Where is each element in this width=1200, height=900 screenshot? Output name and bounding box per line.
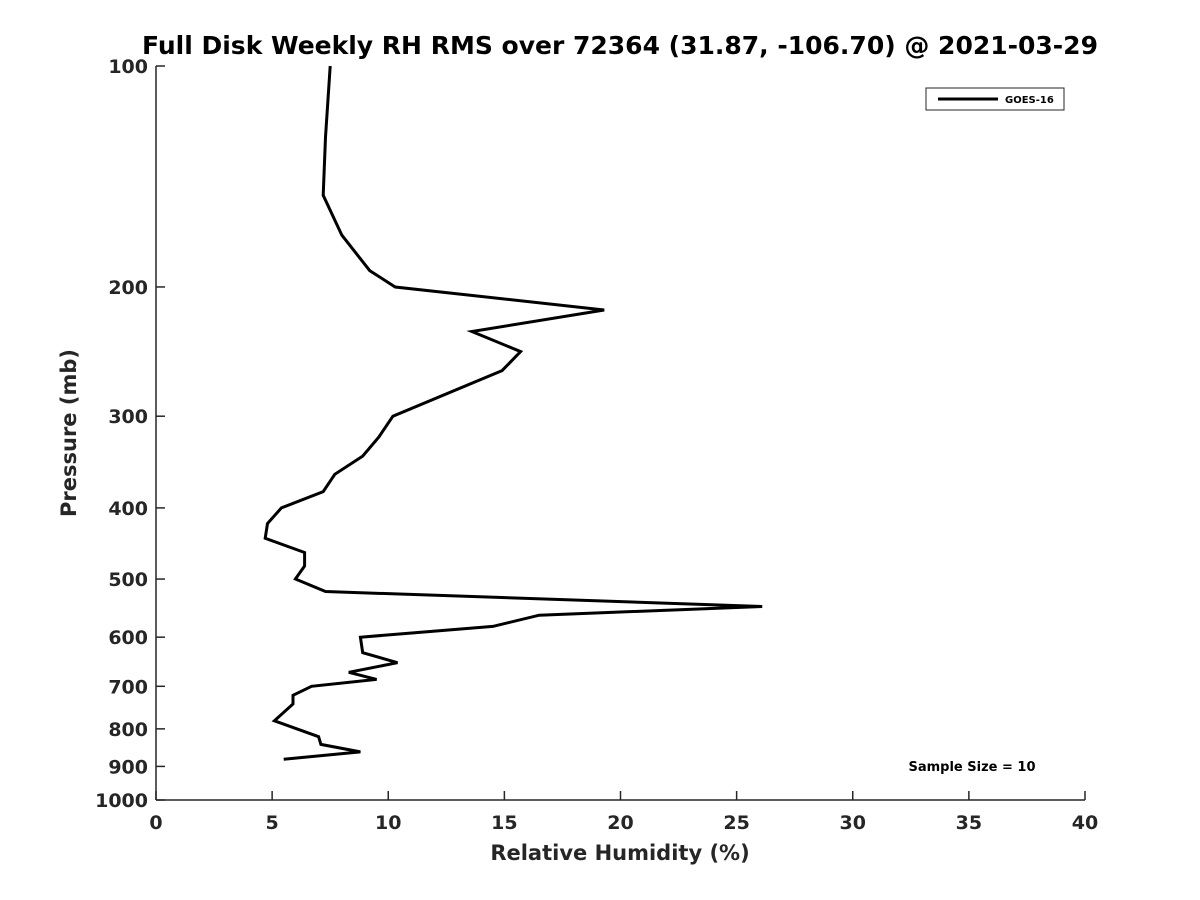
series-line-goes-16 bbox=[263, 65, 763, 761]
y-tick-label: 300 bbox=[108, 406, 148, 428]
y-tick-label: 200 bbox=[108, 277, 148, 299]
x-tick-label: 25 bbox=[723, 812, 749, 834]
x-tick-label: 30 bbox=[840, 812, 866, 834]
x-tick-label: 5 bbox=[266, 812, 279, 834]
x-tick-label: 0 bbox=[149, 812, 162, 834]
y-tick-label: 1000 bbox=[95, 790, 148, 812]
x-axis-label: Relative Humidity (%) bbox=[490, 841, 749, 865]
y-tick-label: 900 bbox=[108, 756, 148, 778]
chart-title: Full Disk Weekly RH RMS over 72364 (31.8… bbox=[142, 31, 1098, 60]
x-axis-ticks: 0 5 10 15 20 25 30 35 40 bbox=[149, 791, 1098, 834]
x-tick-label: 15 bbox=[491, 812, 517, 834]
x-tick-label: 20 bbox=[607, 812, 633, 834]
y-tick-label: 400 bbox=[108, 498, 148, 520]
x-tick-label: 10 bbox=[375, 812, 401, 834]
series-group bbox=[263, 65, 763, 761]
y-axis-label: Pressure (mb) bbox=[57, 349, 81, 517]
plot-area: 0 5 10 15 20 25 30 35 40 100 200 300 400 500 600 700 80… bbox=[95, 56, 1098, 834]
y-tick-label: 500 bbox=[108, 569, 148, 591]
legend-entry-goes-16: GOES-16 bbox=[1005, 95, 1054, 106]
y-tick-label: 600 bbox=[108, 627, 148, 649]
x-tick-label: 40 bbox=[1072, 812, 1098, 834]
x-tick-label: 35 bbox=[956, 812, 982, 834]
y-tick-label: 700 bbox=[108, 676, 148, 698]
legend: GOES-16 bbox=[925, 87, 1065, 111]
y-tick-label: 100 bbox=[108, 56, 148, 78]
y-tick-label: 800 bbox=[108, 719, 148, 741]
y-axis-ticks: 100 200 300 400 500 600 700 800 900 1000 bbox=[95, 56, 165, 812]
sample-size-annotation: Sample Size = 10 bbox=[908, 760, 1035, 775]
